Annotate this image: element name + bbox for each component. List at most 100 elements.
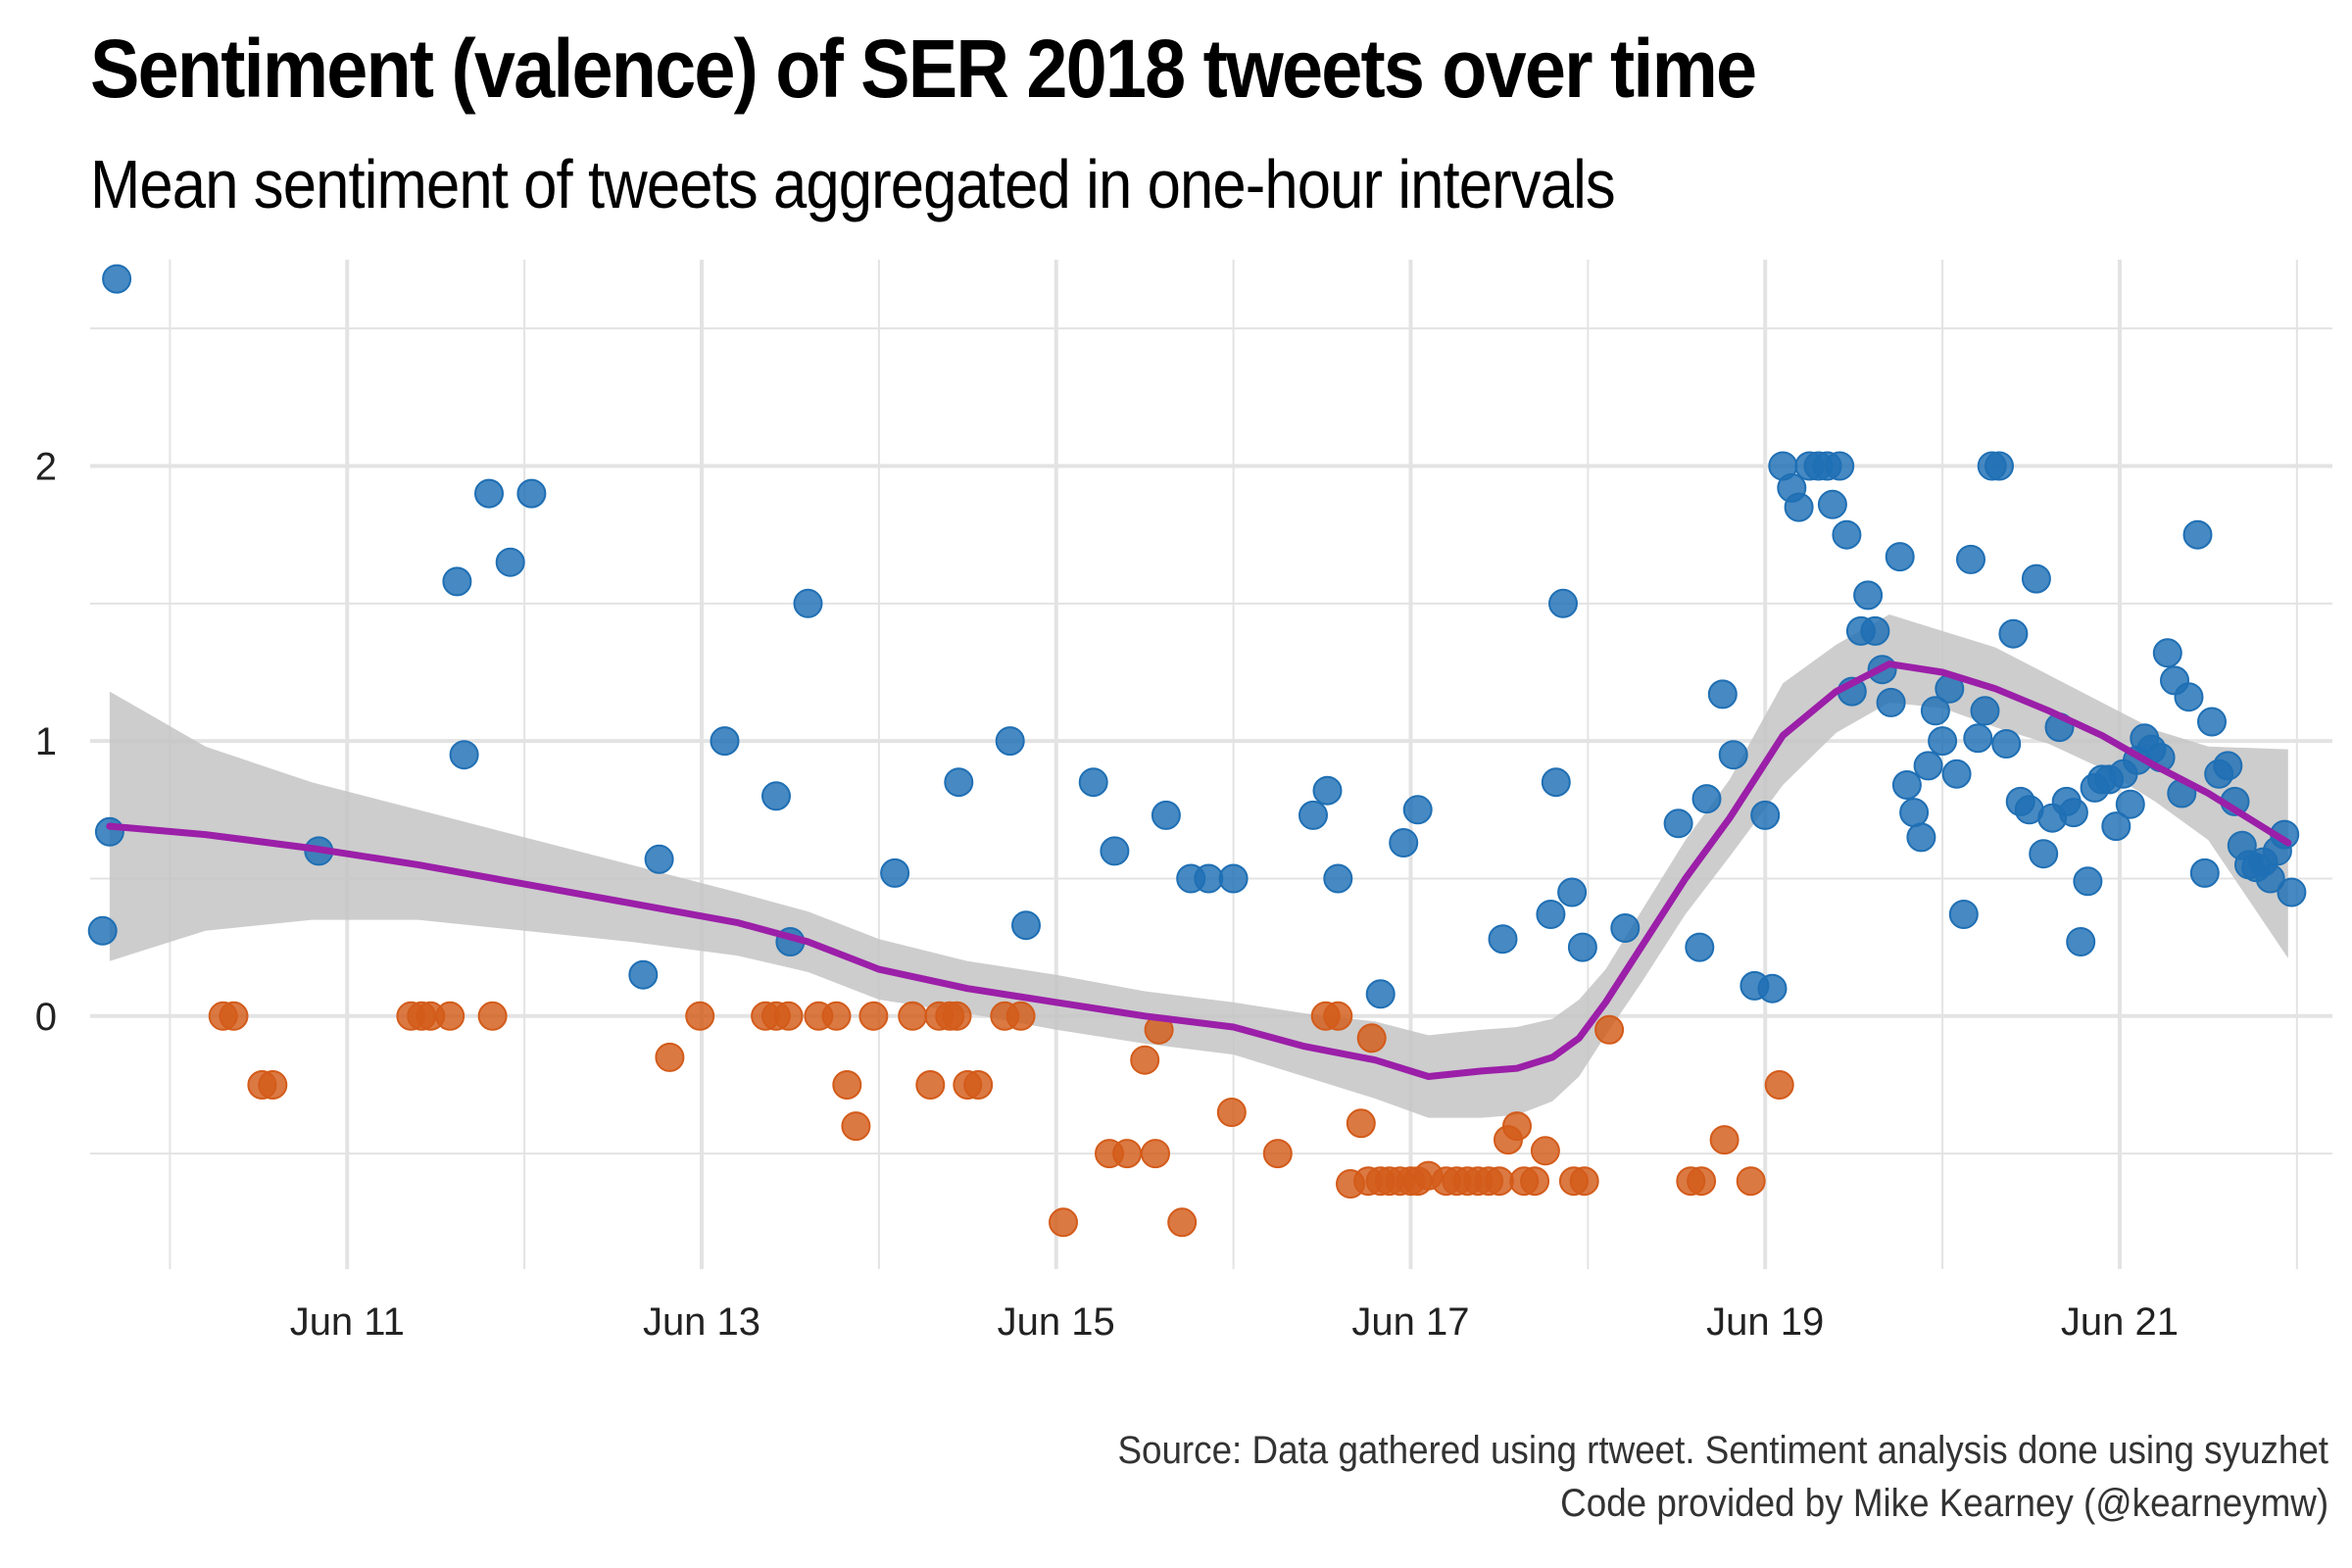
positive-sentiment-point: [2073, 866, 2103, 897]
negative-sentiment-point: [1346, 1108, 1376, 1139]
y-tick-label: 1: [35, 720, 57, 763]
positive-sentiment-point: [2197, 707, 2227, 737]
negative-sentiment-point: [1764, 1070, 1794, 1100]
positive-sentiment-point: [495, 547, 525, 577]
positive-sentiment-point: [1984, 451, 2014, 481]
positive-sentiment-point: [1365, 979, 1396, 1009]
source-caption: Source: Data gathered using rtweet. Sent…: [1117, 1429, 2328, 1472]
positive-sentiment-point: [1151, 800, 1181, 830]
positive-sentiment-point: [1876, 687, 1906, 717]
positive-sentiment-point: [944, 767, 974, 798]
negative-sentiment-point: [898, 1001, 928, 1031]
positive-sentiment-point: [1750, 800, 1781, 830]
positive-sentiment-point: [1691, 784, 1722, 814]
negative-sentiment-point: [1141, 1139, 1170, 1169]
positive-sentiment-point: [1557, 877, 1588, 907]
positive-sentiment-point: [1312, 775, 1343, 806]
credit-caption: Code provided by Mike Kearney (@kearneym…: [1560, 1482, 2328, 1525]
positive-sentiment-point: [644, 844, 674, 874]
positive-sentiment-point: [1389, 828, 1419, 858]
positive-sentiment-point: [761, 781, 791, 811]
positive-sentiment-point: [1488, 924, 1518, 955]
positive-sentiment-point: [1536, 900, 1566, 929]
positive-sentiment-point: [1718, 740, 1748, 770]
negative-sentiment-point: [1167, 1207, 1198, 1238]
negative-sentiment-point: [685, 1001, 715, 1031]
positive-sentiment-point: [94, 816, 124, 847]
positive-sentiment-point: [1998, 618, 2029, 649]
positive-sentiment-point: [710, 726, 740, 757]
positive-sentiment-point: [1832, 519, 1862, 550]
positive-sentiment-point: [2029, 839, 2059, 869]
positive-sentiment-point: [793, 588, 823, 618]
positive-sentiment-point: [1548, 588, 1578, 618]
negative-sentiment-point: [915, 1070, 946, 1100]
negative-sentiment-point: [1323, 1001, 1353, 1031]
confidence-band: [109, 614, 2288, 1118]
positive-sentiment-point: [2255, 863, 2285, 894]
positive-sentiment-point: [628, 959, 659, 990]
x-tick-label: Jun 19: [1706, 1300, 1824, 1344]
negative-sentiment-point: [1530, 1136, 1560, 1166]
positive-sentiment-point: [1941, 759, 1972, 789]
positive-sentiment-point: [1920, 696, 1950, 726]
positive-sentiment-point: [1817, 489, 1847, 519]
positive-sentiment-point: [1885, 542, 1915, 572]
negative-sentiment-point: [655, 1042, 685, 1072]
positive-sentiment-point: [1948, 900, 1979, 929]
smooth-trend-line: [106, 661, 2292, 1080]
y-tick-label: 2: [35, 445, 57, 488]
positive-sentiment-point: [1963, 723, 1993, 754]
negative-sentiment-point: [1005, 1001, 1036, 1031]
positive-sentiment-point: [87, 915, 118, 946]
positive-sentiment-point: [1899, 798, 1930, 828]
positive-sentiment-point: [1757, 973, 1788, 1004]
positive-sentiment-point: [1906, 822, 1936, 853]
negative-sentiment-point: [1687, 1166, 1717, 1197]
negative-sentiment-point: [1484, 1166, 1514, 1197]
positive-sentiment-point: [1100, 836, 1130, 866]
y-tick-label: 0: [35, 996, 57, 1039]
positive-sentiment-point: [2066, 927, 2096, 956]
negative-sentiment-point: [1130, 1045, 1160, 1075]
negative-sentiment-point: [435, 1001, 466, 1031]
positive-sentiment-point: [1825, 451, 1855, 481]
x-tick-label: Jun 21: [2061, 1300, 2179, 1344]
negative-sentiment-point: [1594, 1014, 1625, 1045]
negative-sentiment-point: [963, 1070, 994, 1100]
x-tick-label: Jun 17: [1351, 1300, 1469, 1344]
positive-sentiment-point: [2021, 564, 2051, 594]
negative-sentiment-point: [1049, 1207, 1078, 1238]
negative-sentiment-point: [1569, 1166, 1599, 1197]
negative-sentiment-point: [832, 1070, 862, 1100]
positive-sentiment-point: [449, 740, 479, 770]
positive-sentiment-point: [1860, 615, 1890, 646]
positive-sentiment-point: [102, 264, 132, 294]
negative-sentiment-point: [258, 1070, 288, 1100]
positive-sentiment-point: [2115, 789, 2145, 819]
positive-sentiment-point: [1323, 863, 1353, 894]
positive-sentiment-point: [995, 726, 1025, 757]
negative-sentiment-point: [1112, 1139, 1143, 1169]
negative-sentiment-point: [841, 1111, 871, 1142]
positive-sentiment-point: [880, 858, 910, 888]
chart-title: Sentiment (valence) of SER 2018 tweets o…: [90, 23, 1757, 115]
positive-sentiment-point: [2189, 858, 2220, 888]
negative-sentiment-point: [1736, 1166, 1766, 1197]
positive-sentiment-point: [1663, 808, 1693, 839]
positive-sentiment-point: [1218, 863, 1249, 894]
negative-sentiment-point: [1262, 1139, 1293, 1169]
positive-sentiment-point: [1928, 726, 1958, 757]
positive-sentiment-point: [1610, 913, 1641, 943]
x-tick-label: Jun 13: [643, 1300, 760, 1344]
positive-sentiment-point: [1970, 696, 2000, 726]
positive-sentiment-point: [2174, 682, 2204, 712]
positive-sentiment-point: [442, 566, 472, 597]
positive-sentiment-point: [1891, 770, 1922, 800]
positive-sentiment-point: [2058, 798, 2088, 828]
negative-sentiment-point: [942, 1001, 972, 1031]
positive-sentiment-point: [1194, 863, 1224, 894]
positive-sentiment-point: [1011, 910, 1041, 941]
positive-sentiment-point: [1956, 544, 1985, 574]
